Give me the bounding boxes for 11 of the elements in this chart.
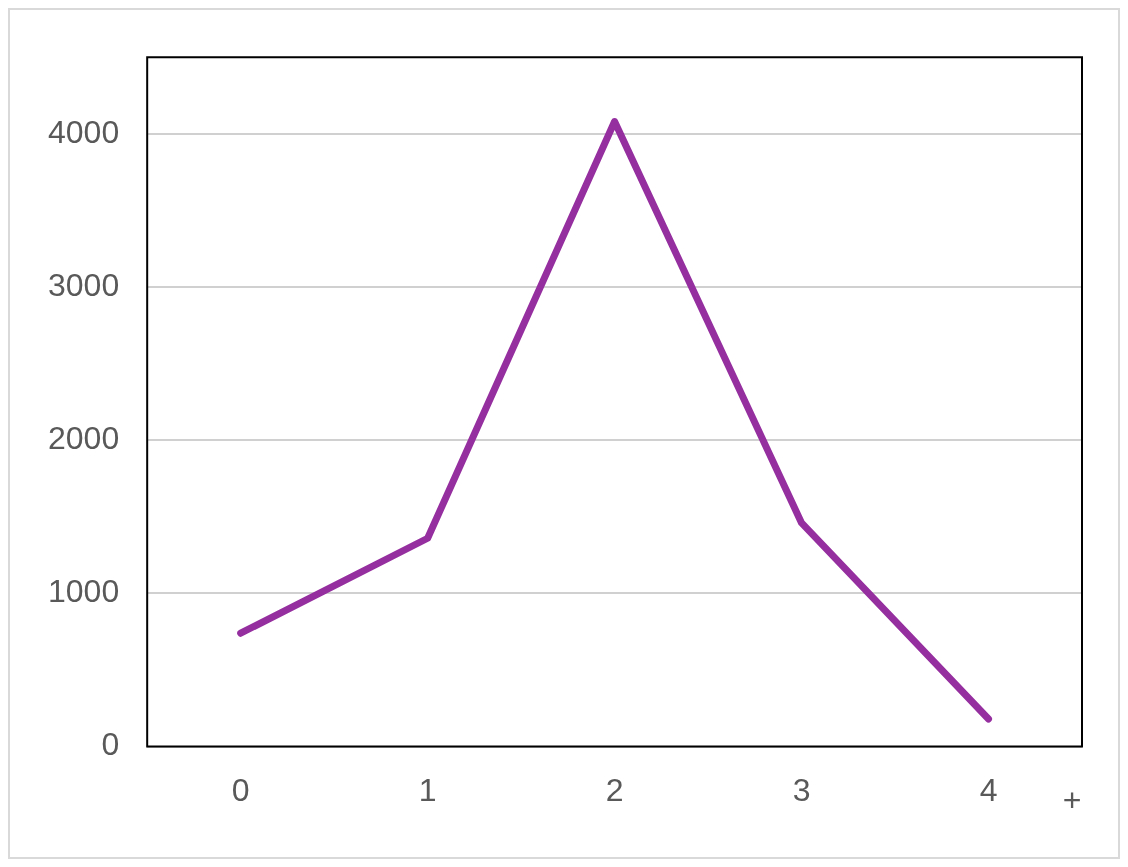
y-tick-label: 4000 (48, 113, 120, 150)
x-tick-label: 2 (605, 771, 624, 808)
x-tick-label: 1 (418, 771, 437, 808)
x-tick-label: 0 (231, 771, 250, 808)
y-tick-label: 1000 (48, 573, 120, 610)
x-tick-label: 4 (979, 771, 998, 808)
y-tick-label: 2000 (48, 420, 120, 457)
text: + (1062, 782, 1082, 819)
x-tick-label: 3 (792, 771, 811, 808)
y-tick-label: 3000 (48, 266, 120, 303)
y-tick-label: 0 (101, 726, 120, 763)
